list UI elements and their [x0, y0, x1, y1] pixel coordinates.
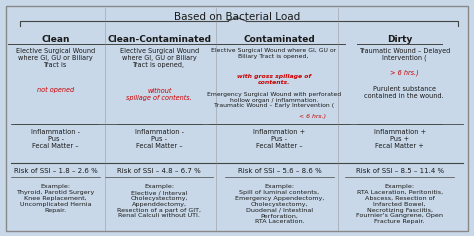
- Text: Inflammation -
Pus -
Fecal Matter –: Inflammation - Pus - Fecal Matter –: [31, 129, 80, 149]
- Text: Contaminated: Contaminated: [244, 35, 315, 44]
- Text: Example:
Spill of luminal contents,
Emergency Appendectomy,
Cholecystectomy,
Duo: Example: Spill of luminal contents, Emer…: [235, 184, 324, 224]
- Text: Elective Surgical Wound
where GI, GU or Biliary
Tract is: Elective Surgical Wound where GI, GU or …: [16, 48, 95, 68]
- Text: Purulent substance
contained in the wound.: Purulent substance contained in the woun…: [365, 79, 444, 99]
- Text: Elective Surgical Wound
where GI, GU or Biliary
Tract is opened,: Elective Surgical Wound where GI, GU or …: [119, 48, 199, 68]
- Text: Risk of SSI – 1.8 – 2.6 %: Risk of SSI – 1.8 – 2.6 %: [14, 168, 98, 174]
- Text: Example:
RTA Laceration, Peritonitis,
Abscess, Resection of
Infarcted Bowel,
Nec: Example: RTA Laceration, Peritonitis, Ab…: [356, 184, 443, 224]
- Text: Elective Surgical Wound where GI, GU or
Biliary Tract is opened,: Elective Surgical Wound where GI, GU or …: [211, 48, 337, 59]
- Text: Example:
Thyroid, Parotid Surgery
Knee Replacement,
Uncomplicated Hernia
Repair.: Example: Thyroid, Parotid Surgery Knee R…: [17, 184, 95, 213]
- Text: with gross spillage of
contents.: with gross spillage of contents.: [237, 74, 311, 85]
- Text: Risk of SSI – 5.6 – 8.6 %: Risk of SSI – 5.6 – 8.6 %: [237, 168, 321, 174]
- Text: not opened: not opened: [37, 87, 74, 93]
- Text: < 6 hrs.): < 6 hrs.): [299, 114, 326, 119]
- Text: without
spillage of contents.: without spillage of contents.: [127, 88, 192, 101]
- Text: Inflammation +
Pus -
Fecal Matter –: Inflammation + Pus - Fecal Matter –: [253, 129, 305, 149]
- Text: Clean: Clean: [41, 35, 70, 44]
- Text: Clean-Contaminated: Clean-Contaminated: [107, 35, 211, 44]
- Text: Based on Bacterial Load: Based on Bacterial Load: [174, 12, 300, 22]
- Text: Risk of SSI – 8.5 – 11.4 %: Risk of SSI – 8.5 – 11.4 %: [356, 168, 444, 174]
- Text: Risk of SSI – 4.8 – 6.7 %: Risk of SSI – 4.8 – 6.7 %: [118, 168, 201, 174]
- Text: Example:
Elective / Interval
Cholecystectomy,
Appenddectomy,
Resection of a part: Example: Elective / Interval Cholecystec…: [117, 184, 201, 218]
- Text: Inflammation -
Pus -
Fecal Matter –: Inflammation - Pus - Fecal Matter –: [135, 129, 184, 149]
- Text: > 6 hrs.): > 6 hrs.): [390, 70, 419, 76]
- Text: Emergency Surgical Wound with perforated
hollow organ / inflammation.
Traumatic : Emergency Surgical Wound with perforated…: [207, 92, 341, 108]
- Text: Traumatic Wound – Delayed
Intervention (: Traumatic Wound – Delayed Intervention (: [359, 48, 450, 61]
- Text: Inflammation +
Pus +
Fecal Matter +: Inflammation + Pus + Fecal Matter +: [374, 129, 426, 149]
- Text: Dirty: Dirty: [387, 35, 412, 44]
